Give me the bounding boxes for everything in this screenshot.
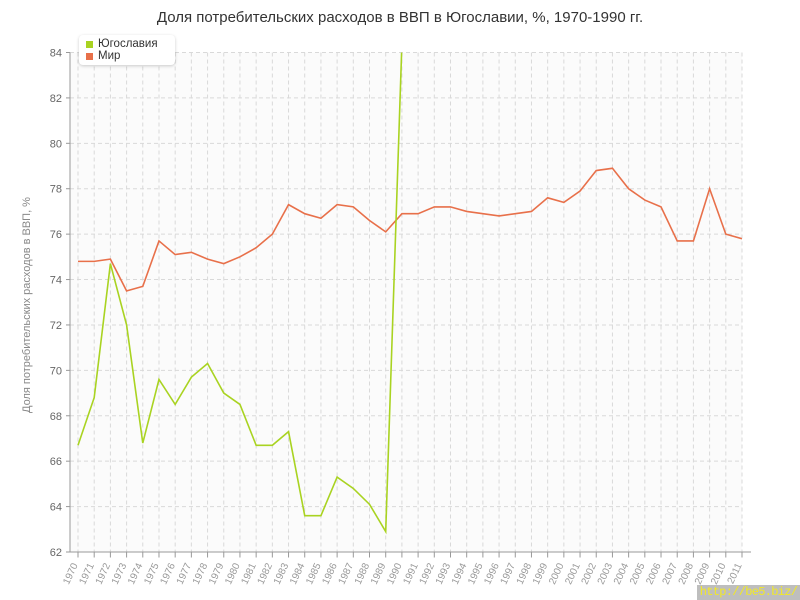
svg-text:72: 72: [50, 320, 62, 332]
svg-text:76: 76: [50, 229, 62, 241]
svg-text:66: 66: [50, 456, 62, 468]
svg-text:82: 82: [50, 93, 62, 105]
svg-text:80: 80: [50, 138, 62, 150]
svg-text:2011: 2011: [726, 561, 745, 586]
svg-text:2010: 2010: [709, 561, 729, 586]
svg-text:78: 78: [50, 184, 62, 196]
svg-text:84: 84: [50, 48, 62, 60]
svg-text:64: 64: [50, 502, 62, 514]
svg-text:74: 74: [50, 275, 62, 287]
svg-text:62: 62: [50, 547, 62, 559]
svg-text:70: 70: [50, 365, 62, 377]
svg-text:68: 68: [50, 411, 62, 423]
